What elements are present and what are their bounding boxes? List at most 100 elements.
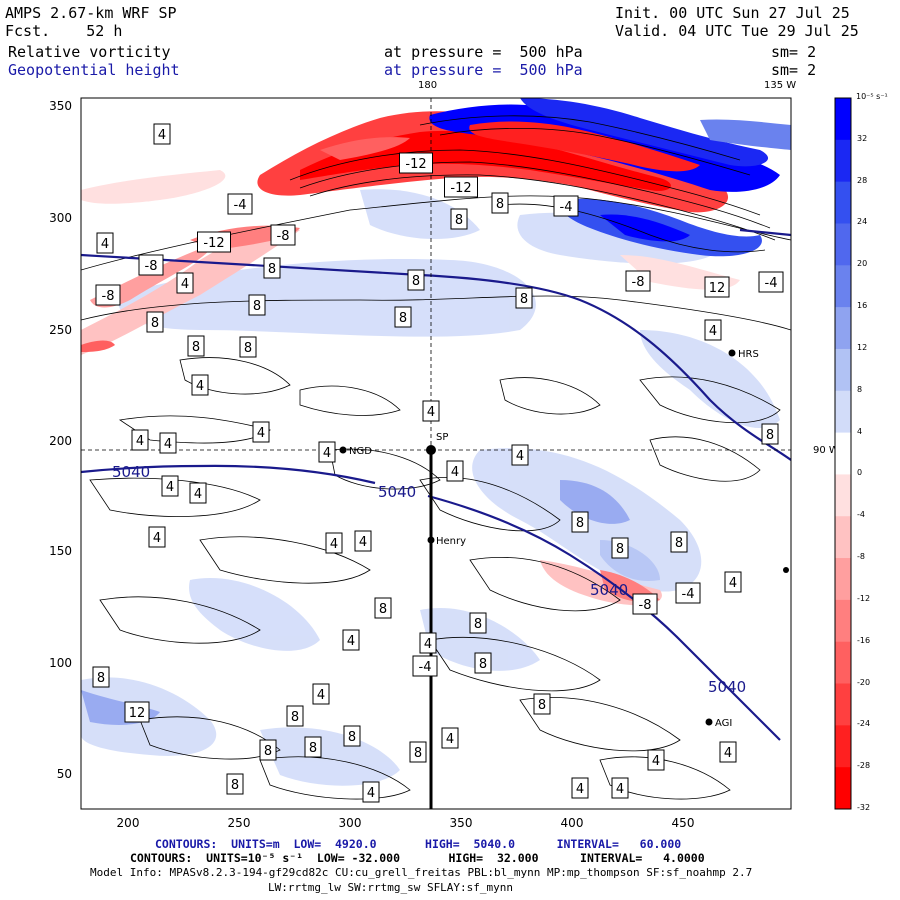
vorticity-label-box: 4 <box>441 727 459 749</box>
vorticity-label-text: 8 <box>474 617 482 632</box>
y-tick-50: 50 <box>56 767 72 781</box>
vorticity-label-box: 12 <box>704 276 730 298</box>
vorticity-label-box: 8 <box>374 597 392 619</box>
vorticity-label-text: -8 <box>102 289 115 304</box>
x-tick-350: 350 <box>449 816 473 830</box>
x-tick-200: 200 <box>116 816 140 830</box>
y-tick-200: 200 <box>49 434 72 448</box>
vorticity-label-box: -8 <box>632 593 658 615</box>
vorticity-label-text: 4 <box>427 405 435 420</box>
vorticity-label-box: 8 <box>146 311 164 333</box>
vorticity-label-box: 4 <box>571 777 589 799</box>
vorticity-label-text: 4 <box>101 237 109 252</box>
vorticity-label-text: 4 <box>709 324 717 339</box>
colorbar-segment <box>835 599 851 643</box>
vorticity-label-box: 4 <box>719 741 737 763</box>
vorticity-label-box: 4 <box>153 123 171 145</box>
vorticity-label-box: 8 <box>670 531 688 553</box>
vorticity-label-box: 4 <box>318 441 336 463</box>
vorticity-label-text: 4 <box>367 786 375 801</box>
vorticity-label-text: 4 <box>317 688 325 703</box>
station-ngd-label: NGD <box>349 446 372 457</box>
vorticity-label-box: 8 <box>450 208 468 230</box>
vorticity-label-text: 8 <box>151 316 159 331</box>
vorticity-label-text: 4 <box>729 576 737 591</box>
footer-vorticity-contours: CONTOURS: UNITS=10⁻⁵ s⁻¹ LOW= -32.000 HI… <box>130 851 705 865</box>
vorticity-label-box: 8 <box>611 537 629 559</box>
colorbar-tick-label: 4 <box>857 426 863 436</box>
colorbar-segment <box>835 683 851 726</box>
colorbar-frame <box>834 97 852 810</box>
x-tick-300: 300 <box>338 816 362 830</box>
vorticity-label-box: 8 <box>248 294 266 316</box>
vorticity-label-text: 4 <box>347 634 355 649</box>
stations: NGD Henry HRS AGI SP <box>339 349 789 729</box>
colorbar-tick-label: 20 <box>857 259 868 269</box>
vorticity-label-box: 8 <box>533 693 551 715</box>
vorticity-label-text: 8 <box>379 602 387 617</box>
height-label-3: 5040 <box>590 581 628 599</box>
vorticity-label-text: 8 <box>264 744 272 759</box>
colorbar-segment <box>835 558 851 601</box>
vorticity-label-box: 4 <box>611 777 629 799</box>
colorbar-segment <box>835 725 851 768</box>
vorticity-label-box: 4 <box>176 272 194 294</box>
station-agi-label: AGI <box>715 718 732 729</box>
station-edge-marker <box>783 567 789 573</box>
vorticity-box-labels: 4 4 4 4 4 4 4 4 4 4 4 4 4 4 4 4 4 4 4 4 4 4 4 4 4 4 4 8 8 8 8 8 8 8 8 8 8 8 8 8… <box>92 123 784 803</box>
vorticity-label-text: 8 <box>231 778 239 793</box>
colorbar-tick-label: 24 <box>857 217 868 227</box>
colorbar-tick-label: -8 <box>857 552 865 562</box>
colorbar <box>835 98 851 810</box>
vorticity-label-box: 8 <box>304 736 322 758</box>
vorticity-label-text: 8 <box>538 698 546 713</box>
vorticity-label-text: 4 <box>196 379 204 394</box>
field1-level: at pressure = 500 hPa <box>384 43 583 61</box>
vorticity-label-text: -8 <box>145 259 158 274</box>
vorticity-label-text: 4 <box>158 128 166 143</box>
vorticity-label-text: -12 <box>203 236 224 251</box>
forecast-hour: Fcst. 52 h <box>5 22 123 40</box>
vorticity-label-text: 8 <box>253 299 261 314</box>
vorticity-label-box: 4 <box>354 530 372 552</box>
colorbar-segment <box>835 265 851 308</box>
colorbar-tick-label: -16 <box>857 635 871 645</box>
vorticity-label-text: -8 <box>632 275 645 290</box>
vorticity-label-text: 8 <box>479 657 487 672</box>
y-tick-350: 350 <box>49 99 72 113</box>
field1-name: Relative vorticity <box>8 43 171 61</box>
lon-label-90w: 90 W <box>813 445 839 456</box>
vorticity-label-text: 8 <box>766 428 774 443</box>
colorbar-tick-label: 0 <box>857 468 863 478</box>
colorbar-tick-label: -28 <box>857 761 871 771</box>
height-label-1: 5040 <box>112 463 150 481</box>
vorticity-label-text: 4 <box>516 449 524 464</box>
vorticity-label-text: 12 <box>709 281 726 296</box>
colorbar-tick-label: -4 <box>857 510 865 520</box>
vorticity-label-text: 8 <box>399 311 407 326</box>
vorticity-label-text: 8 <box>309 741 317 756</box>
vorticity-label-text: -12 <box>450 181 471 196</box>
vorticity-label-box: -8 <box>95 284 121 306</box>
colorbar-tick-label: -20 <box>857 677 871 687</box>
colorbar-tick-label: 12 <box>857 342 868 352</box>
vorticity-label-box: 4 <box>362 781 380 803</box>
vorticity-label-box: 4 <box>342 629 360 651</box>
vorticity-label-box: 8 <box>469 612 487 634</box>
vorticity-label-box: -4 <box>758 271 784 293</box>
lon-label-135w: 135 W <box>764 80 797 91</box>
model-title: AMPS 2.67-km WRF SP <box>5 4 177 22</box>
dense-contour-bundle <box>289 115 776 253</box>
vorticity-label-box: 8 <box>571 511 589 533</box>
station-henry-label: Henry <box>436 536 466 547</box>
vorticity-label-text: 8 <box>675 536 683 551</box>
vorticity-label-box: 8 <box>407 269 425 291</box>
vorticity-label-box: 4 <box>148 526 166 548</box>
colorbar-segment <box>835 432 851 475</box>
vorticity-label-text: 4 <box>616 782 624 797</box>
colorbar-segment <box>835 181 851 224</box>
vorticity-label-box: 8 <box>263 257 281 279</box>
vorticity-label-box: -4 <box>553 195 579 217</box>
vorticity-label-box: 8 <box>491 192 509 214</box>
